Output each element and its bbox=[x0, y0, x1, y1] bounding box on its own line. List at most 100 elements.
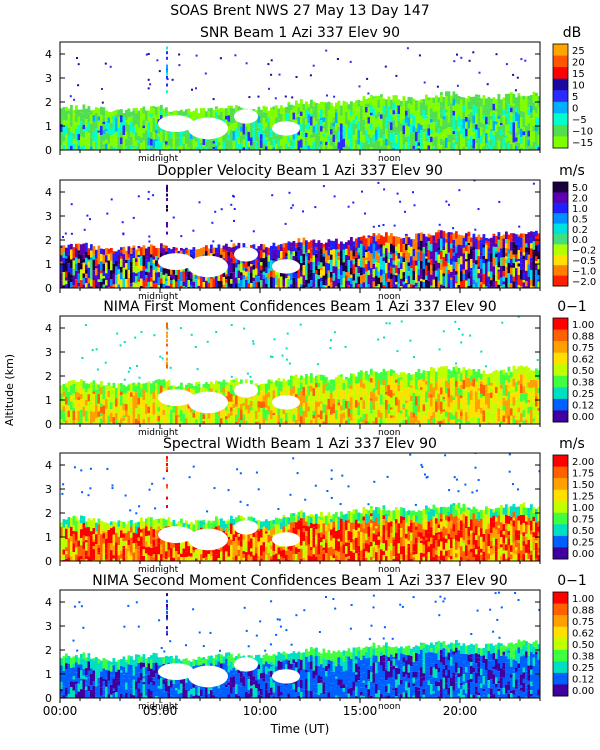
y-tick-label: 1 bbox=[45, 531, 52, 544]
y-tick-label: 1 bbox=[45, 394, 52, 407]
colorbar-swatch bbox=[553, 375, 568, 388]
colorbar-swatch bbox=[553, 341, 568, 354]
colorbar-label: 0.50 bbox=[572, 366, 594, 377]
unit-label: 0−1 bbox=[557, 573, 587, 589]
colorbar-swatch bbox=[553, 352, 568, 365]
y-tick-label: 3 bbox=[45, 483, 52, 496]
colorbar-label: 10 bbox=[572, 80, 585, 91]
colorbar-label: 0.50 bbox=[572, 526, 594, 537]
y-tick-label: 1 bbox=[45, 668, 52, 681]
colorbar-label: 0 bbox=[572, 104, 578, 115]
colorbar-label: 0.38 bbox=[572, 652, 594, 663]
colorbar-swatch bbox=[553, 364, 568, 377]
colorbar-swatch bbox=[553, 489, 568, 502]
colorbar-label: 1.00 bbox=[572, 594, 594, 605]
day-marker-label: midnight bbox=[138, 428, 179, 438]
day-marker-label: midnight bbox=[138, 565, 179, 575]
day-marker-label: noon bbox=[378, 292, 400, 302]
panel-3: NIMA First Moment Confidences Beam 1 Azi… bbox=[45, 299, 594, 438]
echo-texture bbox=[60, 180, 540, 288]
colorbar-label: 1.50 bbox=[572, 480, 594, 491]
y-tick-label: 0 bbox=[45, 555, 52, 568]
colorbar-swatch bbox=[553, 244, 568, 256]
colorbar-label: −0.5 bbox=[572, 256, 596, 267]
colorbar-label: 25 bbox=[572, 46, 585, 57]
colorbar-swatch bbox=[553, 672, 568, 685]
y-tick-label: 3 bbox=[45, 72, 52, 85]
unit-label: 0−1 bbox=[557, 299, 587, 315]
y-tick-label: 2 bbox=[45, 507, 52, 520]
panel-title: Spectral Width Beam 1 Azi 337 Elev 90 bbox=[163, 436, 437, 452]
colorbar-frame bbox=[552, 454, 569, 560]
colorbar-label: 2.0 bbox=[572, 194, 588, 205]
colorbar-swatch bbox=[553, 192, 568, 204]
colorbar-frame bbox=[552, 317, 569, 423]
colorbar-swatch bbox=[553, 254, 568, 266]
colorbar-swatch bbox=[553, 501, 568, 514]
colorbar-label: 0.25 bbox=[572, 538, 594, 549]
panel-title: Doppler Velocity Beam 1 Azi 337 Elev 90 bbox=[157, 163, 443, 179]
day-marker-label: midnight bbox=[138, 292, 179, 302]
colorbar-label: 0.00 bbox=[572, 686, 594, 697]
colorbar-swatch bbox=[553, 55, 568, 68]
colorbar-swatch bbox=[553, 182, 568, 193]
echo-texture bbox=[60, 46, 540, 150]
colorbar-label: 1.0 bbox=[572, 204, 588, 215]
colorbar-swatch bbox=[553, 223, 568, 235]
colorbar-swatch bbox=[553, 101, 568, 114]
panel-1: SNR Beam 1 Azi 337 Elev 90 0 1 2 3 4 midnight n… bbox=[45, 25, 593, 164]
colorbar-swatch bbox=[553, 398, 568, 411]
echo-texture bbox=[60, 453, 540, 561]
y-tick-label: 4 bbox=[45, 186, 52, 199]
colorbar-swatch bbox=[553, 455, 568, 468]
y-tick-label: 4 bbox=[45, 459, 52, 472]
colorbar-frame bbox=[552, 43, 569, 149]
y-tick-label: 0 bbox=[45, 144, 52, 157]
colorbar-label: 0.75 bbox=[572, 343, 594, 354]
colorbar-swatch bbox=[553, 275, 568, 287]
colorbar-swatch bbox=[553, 684, 568, 697]
y-tick-label: 2 bbox=[45, 370, 52, 383]
colorbar-swatch bbox=[553, 265, 568, 277]
colorbar-label: 1.25 bbox=[572, 491, 594, 502]
y-tick-label: 1 bbox=[45, 120, 52, 133]
y-tick-label: 3 bbox=[45, 620, 52, 633]
colorbar-swatch bbox=[553, 592, 568, 605]
colorbar-swatch bbox=[553, 649, 568, 662]
colorbar-label: 5.0 bbox=[572, 183, 588, 194]
day-marker-label: noon bbox=[378, 702, 400, 712]
colorbar-label: 1.00 bbox=[572, 503, 594, 514]
colorbar-swatch bbox=[553, 234, 568, 245]
colorbar-label: −10 bbox=[572, 127, 593, 138]
colorbar-label: −15 bbox=[572, 138, 593, 149]
panel-title: NIMA Second Moment Confidences Beam 1 Az… bbox=[92, 573, 507, 589]
y-axis-label: Altitude (km) bbox=[3, 354, 16, 426]
y-tick-label: 3 bbox=[45, 346, 52, 359]
colorbar-swatch bbox=[553, 78, 568, 91]
y-tick-label: 2 bbox=[45, 644, 52, 657]
colorbar-label: −0.2 bbox=[572, 246, 596, 257]
x-tick-label: 10:00 bbox=[243, 704, 278, 718]
panel-title: SNR Beam 1 Azi 337 Elev 90 bbox=[200, 25, 400, 41]
y-tick-label: 3 bbox=[45, 210, 52, 223]
day-marker-label: noon bbox=[378, 154, 400, 164]
colorbar-swatch bbox=[553, 213, 568, 225]
colorbar-label: 1.00 bbox=[572, 320, 594, 331]
panel-5: NIMA Second Moment Confidences Beam 1 Az… bbox=[45, 573, 594, 712]
x-tick-label: 05:00 bbox=[143, 704, 178, 718]
y-tick-label: 0 bbox=[45, 692, 52, 705]
x-tick-label: 15:00 bbox=[343, 704, 378, 718]
colorbar-swatch bbox=[553, 318, 568, 331]
colorbar-label: 0.00 bbox=[572, 412, 594, 423]
colorbar-label: −5 bbox=[572, 115, 587, 126]
day-marker-label: midnight bbox=[138, 702, 179, 712]
colorbar-label: 0.2 bbox=[572, 225, 588, 236]
panel-4: Spectral Width Beam 1 Azi 337 Elev 90 0 1 2… bbox=[45, 436, 594, 575]
colorbar-frame bbox=[552, 181, 569, 287]
unit-label: dB bbox=[563, 25, 582, 41]
colorbar-label: 0.12 bbox=[572, 675, 594, 686]
colorbar-label: 0.62 bbox=[572, 628, 594, 639]
colorbar-swatch bbox=[553, 535, 568, 548]
y-tick-label: 4 bbox=[45, 322, 52, 335]
colorbar-swatch bbox=[553, 512, 568, 525]
